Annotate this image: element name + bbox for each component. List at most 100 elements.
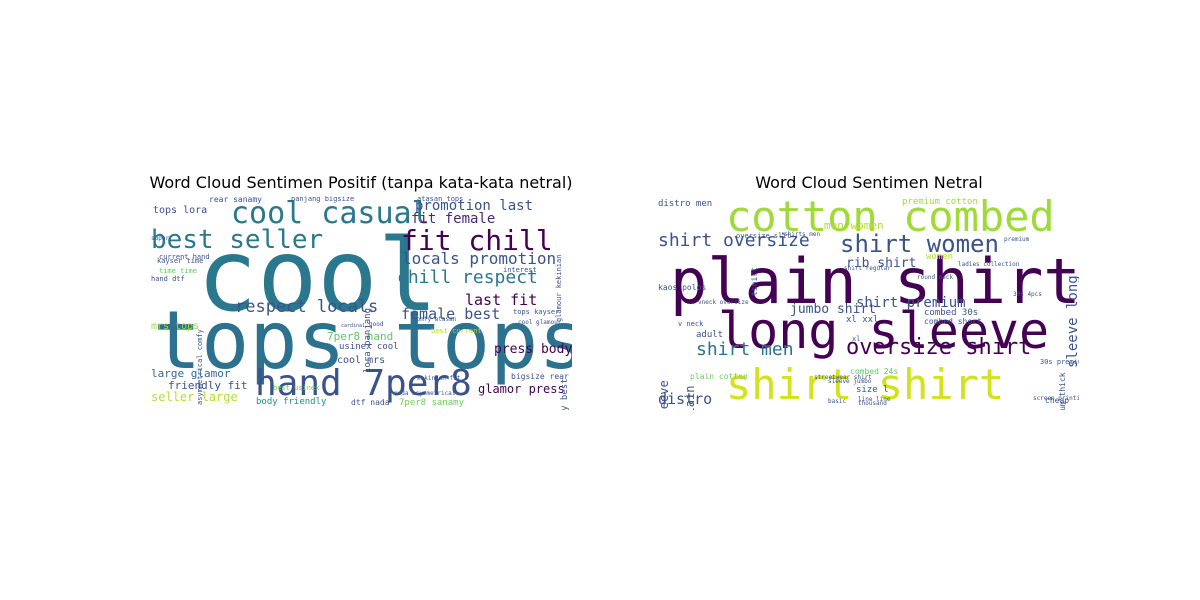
right-cloud-word: line line xyxy=(858,396,891,403)
right-cloud-word: cheap xyxy=(1045,396,1070,405)
left-cloud-word: nada asymmetrical xyxy=(394,390,456,397)
left-cloud-word: kekinian fit xyxy=(417,375,461,382)
left-chart-title: Word Cloud Sentimen Positif (tanpa kata-… xyxy=(149,173,573,192)
left-cloud-word: kayser time xyxy=(157,257,204,265)
left-cloud-word: body friendly xyxy=(256,397,327,407)
right-cloud-word: sleeve long xyxy=(1065,275,1079,368)
neutral-word-cloud: plain shirt long sleeve cotton combed shirt… xyxy=(658,196,1079,410)
left-cloud-word: comfy atasan xyxy=(413,316,457,323)
right-cloud-word: rib shirt xyxy=(846,256,917,271)
right-cloud-word: size l xyxy=(856,385,889,395)
right-cloud-word: vneck oversize xyxy=(698,299,749,306)
right-cloud-word: shirt women xyxy=(840,230,999,258)
right-cloud-word: v neck xyxy=(678,320,704,328)
right-cloud-word: kaos polos xyxy=(658,283,707,292)
left-cloud-word: 7per8 hand xyxy=(327,330,394,343)
right-cloud-word: xl xxl xyxy=(846,315,879,325)
left-cloud-word: rear sanamy xyxy=(209,196,262,204)
left-cloud-word: best current xyxy=(431,327,482,335)
left-cloud-word: glamour kekinian xyxy=(555,254,563,322)
right-cloud-word: oversize slit xyxy=(736,232,791,240)
right-chart-title: Word Cloud Sentimen Netral xyxy=(755,173,983,192)
left-cloud-word: seller large xyxy=(151,390,238,404)
right-cloud-word: ladies collection xyxy=(958,261,1020,268)
left-cloud-word: cool glamour xyxy=(518,319,562,326)
right-cloud-word: screen printing xyxy=(1033,395,1079,402)
left-cloud-word: asymmetrical comfy xyxy=(196,329,204,405)
right-cloud-word: short sleeve xyxy=(658,380,671,410)
right-cloud-word: xl xyxy=(852,335,861,343)
right-cloud-word: thousand xyxy=(858,400,887,407)
right-cloud-word: shirts men xyxy=(784,231,821,238)
right-cloud-word: basic xyxy=(828,398,847,405)
left-cloud-word: best seller xyxy=(151,225,324,255)
left-cloud-word: usinex cool xyxy=(339,342,399,352)
right-cloud-word: shirt oversize xyxy=(658,230,810,251)
left-cloud-word: sanamy best xyxy=(560,378,570,410)
left-cloud-word: fit chill xyxy=(401,224,553,257)
right-cloud-word: plain cotton xyxy=(690,372,748,381)
right-cloud-word: shirt regular xyxy=(844,265,891,272)
left-cloud-word: hand 7per8 xyxy=(255,363,472,404)
left-cloud-word: chill respect xyxy=(397,267,538,288)
left-cloud-word: female best xyxy=(401,305,501,323)
right-cloud-word: jumbo shirt xyxy=(790,302,877,317)
left-cloud-word: tops tops xyxy=(153,294,572,387)
left-cloud-word: large glamor xyxy=(151,367,231,380)
left-cloud-word: fit female xyxy=(411,211,496,227)
right-cloud-word: tshirt xyxy=(750,267,759,296)
left-cloud-word: last fit xyxy=(465,291,538,309)
right-cloud-word: premium thick xyxy=(1058,372,1067,410)
left-cloud-word: tops kayser xyxy=(513,308,560,316)
left-cloud-word: friendly fit xyxy=(168,379,248,392)
right-cloud-word: shirt premium xyxy=(856,295,966,311)
left-cloud-word: hand dtf xyxy=(151,275,185,283)
right-cloud-word: premium cotton xyxy=(902,197,978,207)
right-cloud-word: men women xyxy=(824,219,884,232)
left-cloud-word: time time xyxy=(159,267,197,275)
right-cloud-word: women xyxy=(926,252,954,262)
left-cloud-word: glamor press xyxy=(478,382,565,396)
right-cloud-word: plain shirt xyxy=(670,245,1079,318)
right-cloud-word: round neck xyxy=(917,274,954,281)
right-cloud-word: adult xyxy=(696,330,724,340)
left-cloud-word: lora panjang xyxy=(363,307,373,373)
right-cloud-word: combed 30s xyxy=(924,308,979,318)
left-cloud-word: bigsize rear xyxy=(511,372,569,381)
left-cloud-word: locals promotion xyxy=(402,249,557,268)
left-cloud-word: best usinex xyxy=(273,384,320,392)
right-cloud-word: shirt men xyxy=(696,339,794,360)
right-cloud-word: women plain xyxy=(683,386,697,410)
right-cloud-word: distro men xyxy=(658,199,713,209)
left-cloud-word: tops lora xyxy=(153,205,208,216)
left-cloud-word: cool mrs xyxy=(337,355,386,366)
left-cloud-word: cardinal xyxy=(341,323,366,329)
right-cloud-word: cotton combed xyxy=(726,196,1055,241)
right-cloud-word: premium xyxy=(1004,236,1030,243)
right-cloud-word: long sleeve xyxy=(718,302,1050,360)
right-cloud-word: distro xyxy=(658,390,713,408)
right-cloud-word: shirt shirt xyxy=(726,360,1005,409)
positive-word-cloud: cool tops tops hand 7per8 cool casual best s… xyxy=(151,196,572,410)
left-cloud-word: interest xyxy=(503,266,537,274)
right-cloud-word: 30s premium xyxy=(1040,358,1079,366)
left-cloud-word: panjang bigsize xyxy=(291,196,355,203)
right-cloud-word: streetwear shirt xyxy=(814,374,872,381)
left-cloud-word: respect locals xyxy=(235,297,379,317)
right-cloud-word: combed short xyxy=(924,317,982,326)
right-cloud-word: combed 24s xyxy=(850,367,899,376)
left-cloud-word: super xyxy=(151,235,170,242)
left-cloud-word: cool xyxy=(197,217,438,334)
left-cloud-word: current hand xyxy=(159,253,210,261)
left-cloud-word: dtf nada xyxy=(351,398,390,407)
left-cloud-word: press body xyxy=(494,342,572,357)
right-cloud-word: oversize shirt xyxy=(846,335,1032,360)
left-cloud-word: cool casual xyxy=(231,196,430,231)
right-cloud-word: sleeve jumbo xyxy=(828,378,872,385)
left-cloud-word: atasan tops xyxy=(417,196,464,203)
left-cloud-word: promotion last xyxy=(415,198,534,214)
left-cloud-word: good xyxy=(369,321,384,328)
right-cloud-word: 30s 4pcs xyxy=(1013,291,1042,298)
left-cloud-word: 7per8 sanamy xyxy=(399,398,465,408)
left-cloud-word: mrs tops xyxy=(151,321,200,332)
